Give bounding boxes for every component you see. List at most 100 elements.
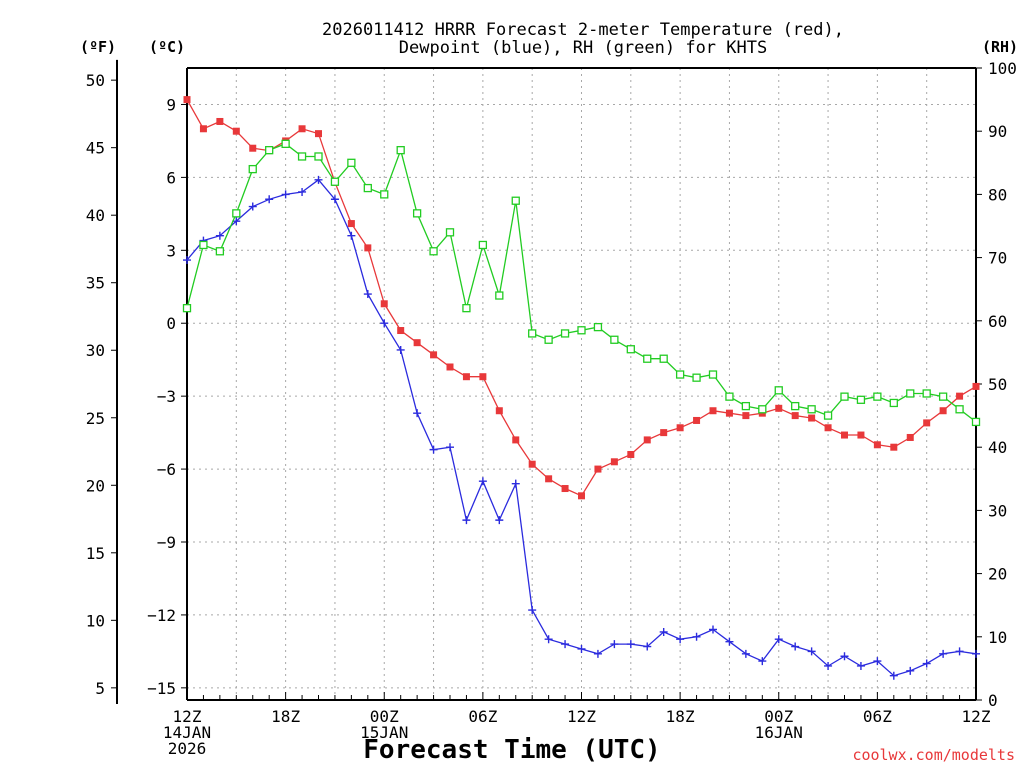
data-point	[429, 247, 438, 256]
data-point	[709, 625, 717, 634]
series-rh	[182, 139, 981, 427]
x-tick-label: 12Z	[173, 707, 202, 726]
chart-title-line-2: Dewpoint (blue), RH (green) for KHTS	[399, 38, 767, 58]
data-point	[528, 329, 537, 338]
data-point	[479, 373, 487, 381]
x-tick-label: 00Z	[370, 707, 399, 726]
data-point	[675, 370, 685, 379]
data-point	[363, 290, 372, 299]
x-tick-label: 06Z	[863, 707, 892, 726]
data-point	[397, 327, 405, 335]
data-point	[561, 640, 570, 649]
data-point	[528, 606, 537, 615]
celsius-tick-label: 3	[166, 241, 176, 260]
data-point	[281, 139, 290, 148]
data-point	[445, 228, 455, 237]
rh-tick-label: 0	[988, 691, 998, 710]
data-point	[938, 392, 948, 401]
series-temperature	[183, 96, 980, 500]
data-point	[610, 640, 619, 649]
data-point	[478, 240, 488, 250]
data-point	[544, 635, 553, 644]
data-point	[873, 657, 882, 666]
data-point	[955, 405, 964, 414]
data-point	[626, 640, 635, 649]
rh-axis-unit: (RH)	[982, 38, 1018, 56]
data-point	[643, 642, 652, 651]
celsius-tick-label: −3	[157, 387, 176, 406]
data-point	[725, 392, 734, 401]
celsius-tick-label: 0	[166, 314, 176, 333]
data-point	[791, 642, 800, 651]
data-point	[889, 671, 898, 680]
data-point	[643, 354, 652, 363]
data-point	[692, 373, 701, 382]
data-point	[216, 117, 224, 125]
data-point	[511, 196, 520, 205]
fahrenheit-tick-label: 15	[86, 544, 105, 563]
data-point	[659, 354, 668, 363]
data-point	[741, 401, 751, 411]
celsius-tick-label: 6	[166, 168, 176, 187]
data-point	[495, 516, 504, 525]
data-point	[709, 407, 717, 415]
data-point	[676, 424, 684, 432]
data-point	[182, 304, 192, 313]
data-point	[314, 175, 323, 184]
chart-title-line-1: 2026011412 HRRR Forecast 2-meter Tempera…	[322, 20, 844, 40]
credit-link[interactable]: coolwx.com/modelts	[852, 746, 1015, 764]
data-point	[265, 146, 274, 155]
data-point	[249, 144, 257, 152]
rh-tick-label: 10	[988, 628, 1007, 647]
data-point	[693, 416, 701, 424]
series-layer	[182, 96, 981, 680]
data-point	[906, 666, 915, 675]
data-point	[906, 433, 914, 441]
rh-tick-label: 80	[988, 185, 1007, 204]
data-point	[823, 411, 833, 420]
data-point	[939, 649, 948, 658]
data-point	[873, 441, 881, 449]
data-point	[923, 419, 931, 427]
x-tick-label: 00Z	[764, 707, 793, 726]
rh-tick-label: 60	[988, 312, 1007, 331]
data-point	[922, 659, 931, 668]
x-tick-label: 18Z	[666, 707, 695, 726]
fahrenheit-tick-label: 40	[86, 206, 105, 225]
data-point	[578, 492, 585, 500]
data-point	[807, 405, 816, 414]
data-point	[971, 417, 981, 427]
data-point	[511, 479, 520, 488]
data-point	[922, 389, 931, 398]
data-point	[215, 231, 224, 240]
data-point	[775, 404, 783, 412]
x-tick-label: 15JAN	[360, 723, 408, 742]
data-point	[593, 322, 603, 332]
x-tick-label: 06Z	[468, 707, 497, 726]
x-axis-label: Forecast Time (UTC)	[363, 735, 660, 765]
data-point	[939, 407, 947, 415]
rh-tick-label: 90	[988, 122, 1007, 141]
data-point	[742, 412, 750, 420]
data-point	[840, 652, 849, 661]
celsius-tick-label: 9	[166, 95, 176, 114]
data-point	[281, 190, 290, 199]
data-point	[660, 429, 668, 437]
data-point	[298, 125, 306, 133]
data-point	[462, 373, 470, 381]
data-point	[824, 661, 833, 670]
fahrenheit-tick-label: 50	[86, 71, 105, 90]
data-point	[446, 443, 454, 452]
data-point	[807, 647, 816, 656]
rh-tick-label: 20	[988, 565, 1007, 584]
data-point	[462, 516, 471, 525]
data-point	[412, 209, 422, 218]
grid-lines	[187, 68, 976, 700]
data-point	[298, 187, 307, 196]
data-point	[708, 370, 718, 379]
data-point	[315, 130, 322, 138]
data-point	[856, 661, 865, 670]
data-point	[347, 220, 355, 228]
rh-tick-label: 100	[988, 59, 1017, 78]
